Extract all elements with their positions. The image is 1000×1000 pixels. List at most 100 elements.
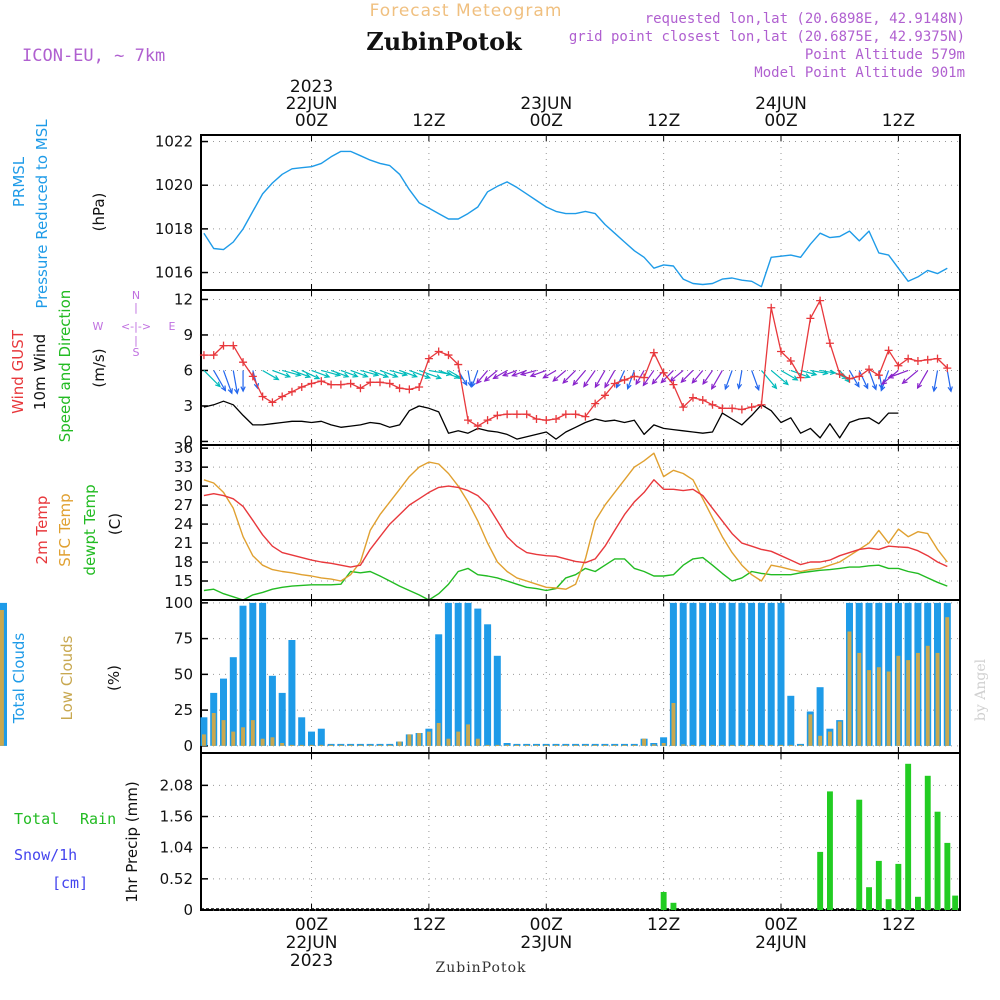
gust-marker	[786, 356, 795, 365]
gust-marker	[913, 356, 922, 365]
low-cloud-bar	[534, 744, 539, 746]
wind-arrow	[330, 369, 349, 378]
gust-marker	[209, 351, 218, 360]
low-cloud-bar	[270, 737, 275, 746]
wind-arrow	[880, 370, 890, 391]
sfc-temp-line	[203, 452, 948, 590]
wind-compass: N | W <-|-> E | S	[93, 289, 176, 359]
low-cloud-bar	[524, 744, 529, 746]
wind-arrow-head	[253, 382, 260, 390]
model-label: ICON-EU, ~ 7km	[22, 46, 165, 66]
gust-marker	[894, 361, 903, 370]
low-cloud-bar	[847, 631, 852, 746]
top-time-label: 2023	[290, 77, 333, 97]
low-cloud-bar	[378, 744, 382, 746]
gust-marker	[747, 403, 756, 412]
top-time-label: 23JUN	[520, 94, 572, 114]
wind-arrow-head	[901, 378, 908, 385]
wind-arrow	[562, 370, 577, 384]
total-cloud-bar	[435, 634, 443, 746]
low-cloud-bar	[651, 744, 656, 746]
low-cloud-bar	[299, 744, 304, 746]
precip-bar	[944, 842, 951, 910]
low-cloud-bar	[583, 744, 588, 746]
wind-arrow	[543, 369, 557, 379]
total-cloud-bar	[699, 602, 707, 746]
wind-arrow-head	[880, 385, 886, 392]
low-cloud-bar	[945, 617, 950, 746]
wind-ylabel: Speed and Direction	[56, 290, 74, 443]
total-cloud-bar	[288, 640, 296, 746]
gust-marker	[385, 379, 394, 388]
wind-arrow-head	[483, 376, 490, 382]
clouds-unit: (%)	[105, 665, 123, 691]
gust-marker	[532, 414, 541, 423]
top-time-label: 12Z	[647, 111, 680, 131]
wind-arrow-head	[771, 383, 778, 390]
total-cloud-bar	[464, 602, 472, 746]
top-time-label: 00Z	[764, 111, 797, 131]
low-cloud-bar	[886, 671, 891, 746]
wind-arrow-head	[552, 376, 559, 382]
wind-arrow	[418, 369, 441, 379]
precip-bar	[875, 860, 882, 910]
y-tick-label: 50	[174, 665, 193, 683]
total-cloud-bar	[689, 602, 697, 746]
model-altitude: Model Point Altitude 901m	[754, 65, 965, 81]
gust-marker	[336, 380, 345, 389]
wind-arrow-head	[220, 385, 227, 392]
gust-marker	[395, 384, 404, 393]
total-cloud-bar	[757, 602, 765, 746]
compass-s-bar: |	[134, 334, 138, 347]
wind-arrow	[670, 369, 684, 382]
wind-arrow-head	[811, 370, 818, 377]
wind-arrow	[902, 369, 919, 384]
wind-arrow	[933, 370, 939, 392]
y-tick-label: 1022	[155, 133, 193, 151]
low-cloud-bar	[622, 744, 627, 746]
gust-marker	[327, 380, 336, 389]
low-cloud-bar	[544, 744, 549, 746]
wind-arrow-head	[233, 388, 240, 395]
gust-marker	[806, 314, 815, 323]
wind-arrow-head	[854, 381, 860, 388]
low-clouds-title: Low Clouds	[58, 635, 76, 720]
low-cloud-bar	[427, 731, 431, 746]
wind-arrow-head	[947, 386, 953, 393]
pressure-line	[203, 150, 948, 288]
wind-arrow	[627, 370, 635, 389]
wind-arrow-head	[392, 372, 399, 378]
wind-arrow-head	[562, 378, 569, 384]
wind-arrow	[360, 369, 379, 376]
wind-arrow-head	[736, 383, 743, 390]
wind-arrow-head	[529, 372, 536, 378]
wind-arrow	[467, 370, 472, 387]
low-cloud-bar	[749, 744, 754, 746]
gust-marker	[845, 374, 854, 383]
wind-arrow-head	[754, 384, 760, 392]
gust-marker	[640, 373, 649, 382]
gust-marker	[278, 392, 287, 401]
gust-marker	[708, 400, 717, 409]
wind-arrow	[222, 370, 233, 394]
top-time-label: 00Z	[530, 111, 563, 131]
y-tick-label: 24	[174, 515, 193, 533]
panel-4: 0 0.52 1.04 1.56 2.08	[160, 752, 961, 919]
gust-marker	[268, 398, 277, 407]
bottom-time-label: 12Z	[412, 915, 445, 935]
total-cloud-bar	[767, 602, 775, 746]
gust-marker	[571, 410, 580, 419]
low-cloud-bar	[505, 744, 510, 746]
temp-sfc-title: SFC Temp	[56, 493, 74, 566]
gust-marker	[229, 341, 238, 350]
wind-arrow-head	[881, 379, 888, 385]
wind-arrow-head	[691, 377, 698, 384]
wind-arrow-head	[273, 375, 280, 381]
wind-arrow-head	[542, 373, 549, 379]
wind-arrow	[370, 369, 389, 378]
low-cloud-bar	[603, 744, 607, 746]
gust-marker	[630, 372, 639, 381]
